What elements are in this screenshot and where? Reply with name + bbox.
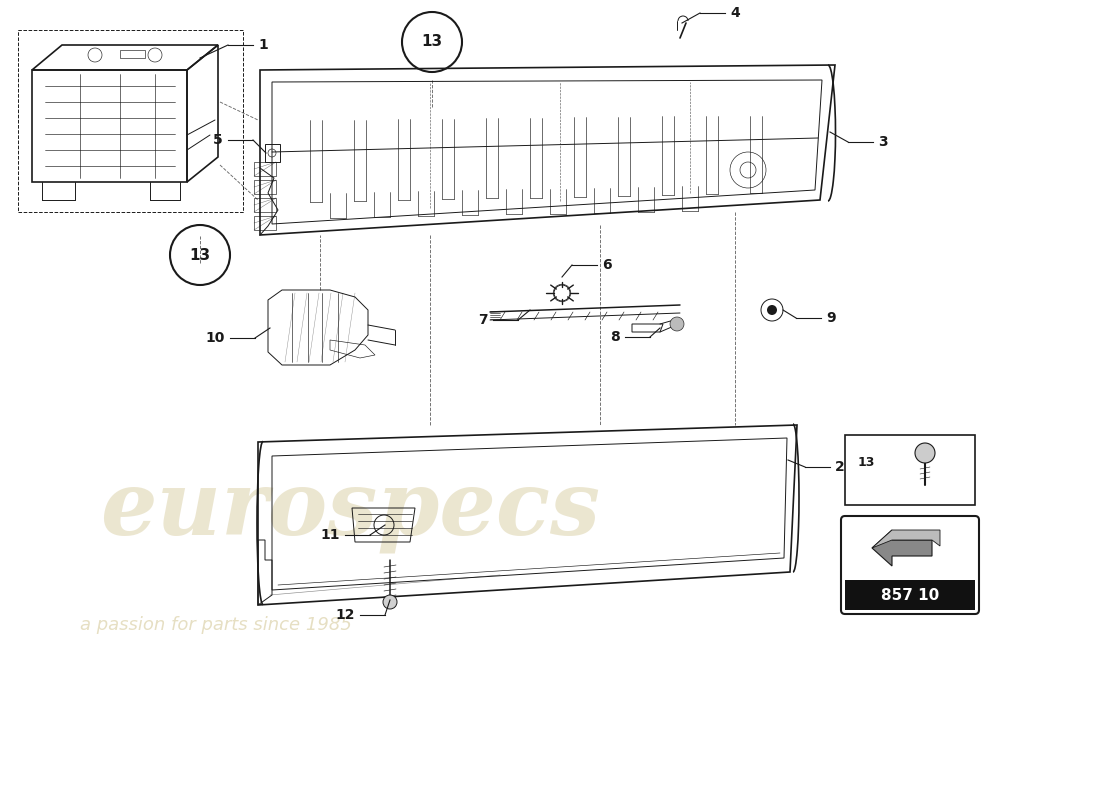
Text: 13: 13 bbox=[858, 455, 876, 469]
Text: 11: 11 bbox=[320, 528, 340, 542]
Text: 857 10: 857 10 bbox=[881, 587, 939, 602]
Circle shape bbox=[915, 443, 935, 463]
Text: 2: 2 bbox=[835, 460, 845, 474]
Text: 13: 13 bbox=[189, 247, 210, 262]
Text: 10: 10 bbox=[206, 331, 225, 345]
Text: 7: 7 bbox=[478, 313, 488, 327]
Polygon shape bbox=[872, 530, 940, 548]
Text: eurospecs: eurospecs bbox=[100, 466, 600, 554]
Bar bbox=[254, 216, 276, 230]
Text: 12: 12 bbox=[336, 608, 355, 622]
Text: 13: 13 bbox=[421, 34, 442, 50]
Bar bbox=[18, 30, 243, 212]
Text: 4: 4 bbox=[730, 6, 739, 20]
Text: 9: 9 bbox=[826, 311, 836, 325]
Text: 3: 3 bbox=[878, 135, 888, 149]
Circle shape bbox=[767, 305, 777, 315]
Bar bbox=[120, 50, 145, 58]
Bar bbox=[845, 580, 975, 610]
Bar bbox=[254, 162, 276, 176]
Text: a passion for parts since 1985: a passion for parts since 1985 bbox=[80, 616, 352, 634]
Bar bbox=[254, 180, 276, 194]
Bar bbox=[265, 144, 280, 162]
Polygon shape bbox=[872, 530, 932, 566]
Text: 1: 1 bbox=[258, 38, 267, 52]
Bar bbox=[845, 435, 975, 505]
Circle shape bbox=[670, 317, 684, 331]
Circle shape bbox=[383, 595, 397, 609]
Bar bbox=[254, 198, 276, 212]
Text: 5: 5 bbox=[213, 133, 223, 147]
Text: 8: 8 bbox=[610, 330, 620, 344]
Text: 6: 6 bbox=[602, 258, 612, 272]
